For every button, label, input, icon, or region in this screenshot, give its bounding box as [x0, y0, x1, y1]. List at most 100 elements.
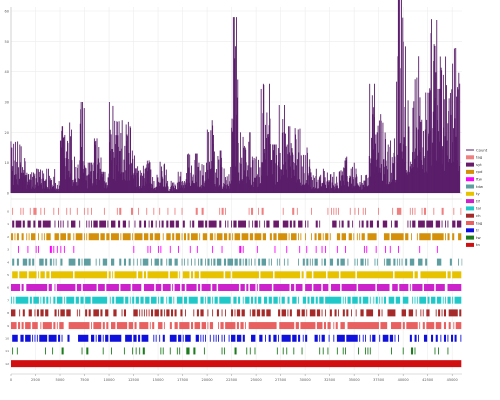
- track-mark-rpd: [54, 233, 59, 241]
- track-mark-tal: [109, 296, 111, 304]
- track-mark-tal: [369, 296, 371, 304]
- legend-swatch-ftw: [466, 177, 474, 182]
- track-mark-syt: [175, 220, 179, 228]
- track-mark-ty: [74, 271, 108, 279]
- track-mark-tal: [311, 296, 315, 304]
- track-mark-tdw: [287, 258, 289, 266]
- track-mark-ftw: [189, 245, 191, 253]
- track-mark-ty: [225, 271, 231, 279]
- track-mark-ty: [28, 271, 37, 279]
- track-mark-tr: [221, 334, 223, 342]
- track-mark-tdw: [258, 258, 261, 266]
- track-mark-tr: [281, 334, 291, 342]
- track-mark-rpd: [46, 233, 51, 241]
- track-mark-tag: [391, 322, 402, 330]
- track-mark-tal: [80, 296, 84, 304]
- track-mark-tdw: [383, 258, 385, 266]
- track-mark-tal: [56, 296, 63, 304]
- track-mark-tr: [34, 334, 36, 342]
- track-mark-ty: [414, 271, 418, 279]
- track-mark-tal: [395, 296, 401, 304]
- track-mark-tr: [389, 334, 394, 342]
- track-mark-tif: [376, 284, 390, 291]
- track-mark-tdw: [376, 258, 378, 266]
- track-mark-tag: [365, 207, 367, 215]
- track-mark-syt: [128, 220, 130, 228]
- track-mark-tr: [61, 334, 63, 342]
- track-mark-tag: [296, 207, 298, 215]
- legend-swatch-ch: [466, 213, 474, 218]
- track-mark-syt: [319, 220, 321, 228]
- track-mark-ch: [58, 309, 59, 317]
- track-mark-ftw: [212, 245, 214, 253]
- track-mark-rpd: [419, 233, 431, 241]
- track-mark-tdw: [312, 258, 314, 266]
- track-mark-rpd: [28, 233, 30, 241]
- track-mark-tw: [135, 347, 137, 355]
- track-mark-tag: [201, 322, 207, 330]
- track-mark-ty: [114, 271, 137, 279]
- track-mark-syt: [12, 220, 15, 228]
- track-mark-tag: [423, 207, 427, 215]
- track-mark-ftw: [56, 245, 58, 253]
- track-mark-tw: [52, 347, 54, 355]
- track-mark-rpd: [216, 233, 223, 241]
- track-mark-tdw: [436, 258, 442, 266]
- track-mark-tr: [185, 334, 191, 342]
- track-mark-tdw: [128, 258, 131, 266]
- track-mark-tr: [25, 334, 31, 342]
- track-mark-ty: [340, 271, 356, 279]
- track-mark-tr: [58, 334, 61, 342]
- track-mark-rpd: [458, 233, 462, 241]
- track-mark-tag: [251, 207, 254, 215]
- track-mark-ftw: [366, 245, 368, 253]
- track-mark-tag: [32, 322, 38, 330]
- track-mark-syt: [155, 220, 157, 228]
- track-mark-tdw: [198, 258, 199, 266]
- track-mark-tdw: [136, 258, 138, 266]
- track-mark-rpd: [356, 233, 358, 241]
- track-mark-tal: [40, 296, 42, 304]
- track-index-label: 2: [7, 235, 9, 239]
- y-tick-label: 40: [5, 70, 9, 74]
- track-mark-ftw: [242, 245, 244, 253]
- track-mark-rpd: [134, 233, 143, 241]
- track-mark-rpd: [314, 233, 317, 241]
- track-mark-tal: [352, 296, 358, 304]
- track-mark-tal: [238, 296, 241, 304]
- legend-swatch-tif: [466, 199, 474, 204]
- track-mark-syt: [86, 220, 88, 228]
- track-mark-ftw: [169, 245, 171, 253]
- track-mark-tif: [174, 284, 181, 291]
- track-mark-rpd: [209, 233, 214, 241]
- track-mark-syt: [456, 220, 462, 228]
- track-mark-tal: [359, 296, 362, 304]
- track-mark-tdw: [283, 258, 285, 266]
- track-mark-ftw: [178, 245, 179, 253]
- x-tick-label: 12500: [128, 378, 139, 382]
- track-mark-tr: [451, 334, 454, 342]
- track-mark-ch: [234, 309, 236, 317]
- x-tick-label: 5000: [56, 378, 65, 382]
- track-mark-syt: [227, 220, 229, 228]
- track-mark-tdw: [268, 258, 270, 266]
- track-mark-tr: [447, 334, 449, 342]
- track-mark-syt: [118, 220, 121, 228]
- track-mark-ch: [378, 309, 381, 317]
- track-mark-ftw: [239, 245, 242, 253]
- track-mark-ftw: [398, 245, 399, 253]
- track-mark-ty: [38, 271, 39, 279]
- track-mark-rpd: [447, 233, 450, 241]
- track-mark-tif: [305, 284, 312, 291]
- track-mark-syt: [435, 220, 441, 228]
- track-mark-tag: [327, 322, 331, 330]
- track-mark-tag: [435, 322, 442, 330]
- legend-label-tdw: tdw: [476, 184, 483, 189]
- track-mark-tr: [228, 334, 230, 342]
- track-mark-tal: [454, 296, 462, 304]
- track-mark-syt: [332, 220, 337, 228]
- track-mark-tw: [102, 347, 104, 355]
- track-mark-tal: [362, 296, 369, 304]
- track-mark-rpd: [191, 233, 198, 241]
- track-mark-ftw: [256, 245, 258, 253]
